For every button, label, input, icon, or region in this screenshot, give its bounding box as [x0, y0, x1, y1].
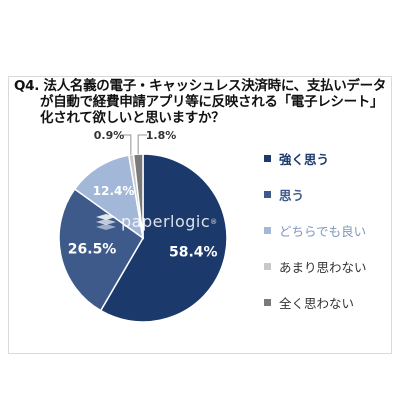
paperlogic-logo-icon [96, 213, 116, 230]
legend-swatch [264, 226, 271, 234]
pie-slice-2 [58, 188, 144, 312]
question-line-2: が自動で経費申請アプリ等に反映される「電子レシート」 [40, 94, 384, 110]
pie-slice-3 [73, 154, 145, 240]
watermark-registered-mark: ® [210, 217, 218, 226]
legend-label: 強く思う [279, 151, 330, 167]
legend-item-5: 全く思わない [264, 294, 355, 311]
legend-swatch [264, 190, 271, 198]
question-line-1: Q4. 法人名義の電子・キャッシュレス決済時に、支払いデータ [14, 78, 387, 94]
legend-label: どちらでも良い [279, 223, 367, 239]
legend-item-1: 強く思う [264, 150, 330, 167]
slice-label-5: 1.8% [146, 129, 177, 142]
legend-swatch [264, 298, 271, 306]
legend-label: あまり思わない [279, 259, 367, 275]
pie-slice-5 [132, 153, 144, 239]
pie-slice-1 [99, 153, 228, 323]
slice-label-4: 0.9% [94, 129, 125, 142]
leader-line-4 [123, 134, 132, 155]
legend-swatch [264, 154, 271, 162]
chart-question: Q4. 法人名義の電子・キャッシュレス決済時に、支払いデータ が自動で経費申請ア… [14, 78, 389, 126]
slice-label-1: 58.4% [169, 244, 218, 260]
slice-label-2: 26.5% [68, 242, 117, 258]
paperlogic-watermark: paperlogic ® [95, 212, 217, 231]
legend-item-2: 思う [264, 186, 305, 203]
legend-item-4: あまり思わない [264, 258, 367, 275]
legend-label: 全く思わない [279, 295, 355, 311]
legend-swatch [264, 262, 271, 270]
watermark-text: paperlogic [121, 212, 211, 231]
question-line-3: 化されて欲しいと思いますか？ [40, 110, 225, 126]
legend-item-3: どちらでも良い [264, 222, 367, 239]
slice-label-3: 12.4% [93, 184, 135, 198]
leader-line-5 [137, 134, 147, 155]
legend-label: 思う [279, 187, 305, 203]
chart-frame [8, 76, 392, 354]
